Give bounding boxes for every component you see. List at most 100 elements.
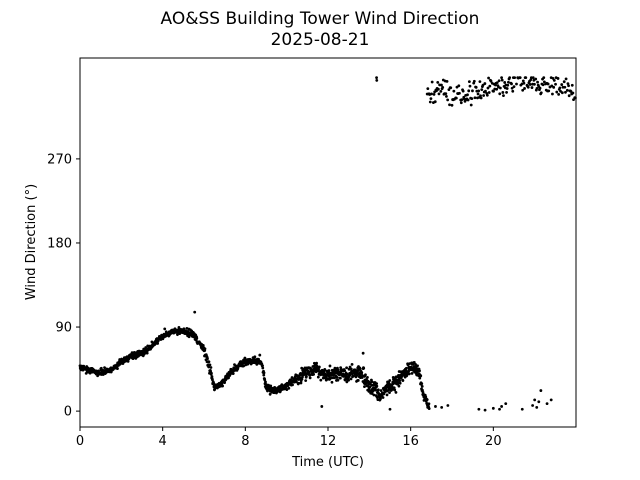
wind-direction-point <box>345 366 348 370</box>
wind-direction-point <box>429 97 433 101</box>
wind-direction-point <box>495 81 499 85</box>
wind-direction-point <box>392 386 396 390</box>
wind-direction-point <box>477 407 481 411</box>
wind-direction-point <box>487 91 491 94</box>
wind-direction-point <box>563 85 567 89</box>
wind-direction-point <box>264 380 267 384</box>
wind-direction-point <box>520 407 524 411</box>
wind-direction-point <box>316 375 320 379</box>
wind-direction-point <box>379 397 382 401</box>
wind-direction-point <box>507 80 510 84</box>
wind-direction-point <box>201 344 205 347</box>
wind-direction-point <box>375 382 379 385</box>
wind-direction-point <box>261 364 264 368</box>
wind-direction-point <box>536 80 539 84</box>
wind-direction-point <box>261 366 265 370</box>
wind-direction-point <box>531 404 534 407</box>
wind-direction-point <box>469 103 473 107</box>
wind-direction-point <box>372 393 376 397</box>
wind-direction-point <box>495 87 499 91</box>
wind-direction-point <box>445 94 448 98</box>
wind-direction-point <box>375 79 379 82</box>
wind-direction-point <box>374 388 378 392</box>
wind-direction-point <box>305 374 308 378</box>
wind-direction-point <box>223 381 226 384</box>
x-tick-label: 16 <box>402 434 419 449</box>
wind-direction-point <box>445 80 449 83</box>
wind-direction-point <box>546 82 550 86</box>
wind-direction-point <box>505 91 508 94</box>
wind-direction-point <box>338 373 342 377</box>
wind-direction-point <box>441 86 445 89</box>
wind-direction-point <box>535 405 539 409</box>
wind-direction-point <box>364 373 367 377</box>
wind-direction-point <box>300 366 304 370</box>
wind-direction-point <box>541 83 545 87</box>
wind-direction-point <box>116 367 119 370</box>
wind-direction-point <box>457 84 461 88</box>
wind-direction-point <box>567 94 571 98</box>
wind-direction-point <box>130 351 134 355</box>
scatter-points <box>78 76 577 412</box>
wind-direction-point <box>407 372 411 376</box>
wind-direction-point <box>437 92 441 96</box>
wind-direction-point <box>425 398 429 402</box>
wind-direction-point <box>366 375 369 379</box>
wind-direction-point <box>363 385 366 389</box>
wind-direction-point <box>466 93 469 97</box>
wind-direction-point <box>489 79 493 83</box>
wind-direction-point <box>560 91 564 95</box>
wind-direction-point <box>542 76 546 80</box>
wind-direction-point <box>500 405 503 408</box>
wind-direction-point <box>416 364 419 368</box>
wind-direction-point <box>182 327 186 331</box>
wind-direction-point <box>521 79 525 83</box>
wind-direction-point <box>444 92 448 96</box>
wind-direction-point <box>397 384 401 388</box>
wind-direction-point <box>195 336 199 340</box>
wind-direction-point <box>537 400 541 404</box>
wind-direction-point <box>473 96 477 100</box>
wind-direction-point <box>479 96 483 100</box>
wind-direction-point <box>567 84 570 88</box>
wind-direction-point <box>515 82 518 86</box>
wind-direction-point <box>103 366 106 370</box>
wind-direction-point <box>468 84 472 88</box>
wind-direction-point <box>301 375 304 379</box>
x-tick-label: 0 <box>76 434 84 449</box>
wind-direction-point <box>394 390 398 394</box>
y-tick-label: 90 <box>55 321 72 336</box>
wind-direction-point <box>145 351 149 355</box>
plot-frame <box>79 57 577 428</box>
wind-direction-point <box>339 376 342 380</box>
x-tick-label: 4 <box>159 434 167 449</box>
wind-direction-point <box>461 89 465 93</box>
wind-direction-point <box>194 338 198 342</box>
wind-direction-point <box>262 371 266 375</box>
wind-direction-point <box>193 310 197 314</box>
wind-direction-point <box>467 80 471 84</box>
wind-direction-point <box>483 82 487 85</box>
wind-direction-point <box>483 408 487 412</box>
wind-direction-point <box>511 89 515 93</box>
axis-ticks: 0 4 8 12 16 20 0 90 180 270 <box>47 152 501 449</box>
y-tick-label: 180 <box>47 236 72 251</box>
wind-direction-point <box>381 396 385 399</box>
wind-direction-point <box>526 85 530 89</box>
wind-direction-point <box>488 84 492 88</box>
wind-direction-point <box>503 81 507 84</box>
wind-direction-point <box>388 379 392 382</box>
wind-direction-point <box>547 89 551 93</box>
wind-direction-point <box>564 77 568 81</box>
wind-direction-point <box>505 87 509 90</box>
wind-direction-point <box>388 391 391 394</box>
wind-direction-point <box>530 86 534 89</box>
wind-direction-point <box>343 369 347 373</box>
wind-direction-point <box>291 383 294 387</box>
wind-direction-point <box>209 366 213 369</box>
wind-direction-point <box>350 363 354 366</box>
wind-direction-point <box>268 392 272 396</box>
wind-direction-point <box>418 369 421 373</box>
wind-direction-point <box>144 346 148 349</box>
wind-direction-point <box>551 92 554 96</box>
